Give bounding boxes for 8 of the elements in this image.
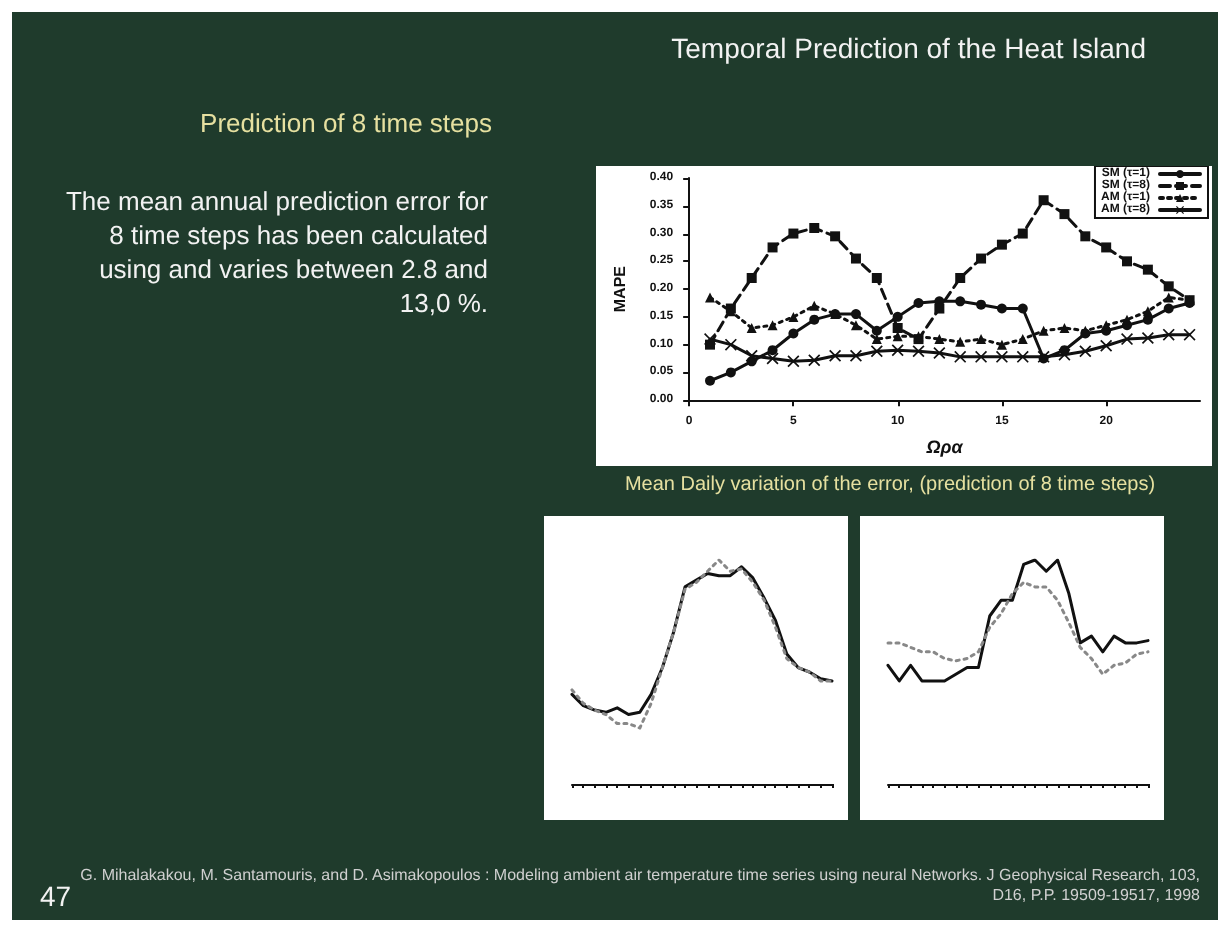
text: 47: [40, 880, 72, 912]
y-axis-title: MAPE: [611, 264, 629, 313]
x-axis-title: Ωρα: [924, 437, 964, 457]
text: Prediction of 8 time steps: [200, 108, 492, 138]
text: The mean annual prediction error for 8 time steps has been calculated using and varies between 2.8 and 13,0 %.: [63, 184, 488, 320]
chart-title: Temporal Prediction of the Heat Island: [671, 32, 1146, 64]
text: G. Mihalakakou, M. Santamouris, and D. Asimakopoulos : Modeling ambient air temperature time series using neural Networks. J Geophysical Research, 103, D16, P.P. 19509-19517, 1998: [80, 866, 1200, 906]
text: Mean Daily variation of the error, (prediction of 8 time steps): [622, 474, 1158, 496]
